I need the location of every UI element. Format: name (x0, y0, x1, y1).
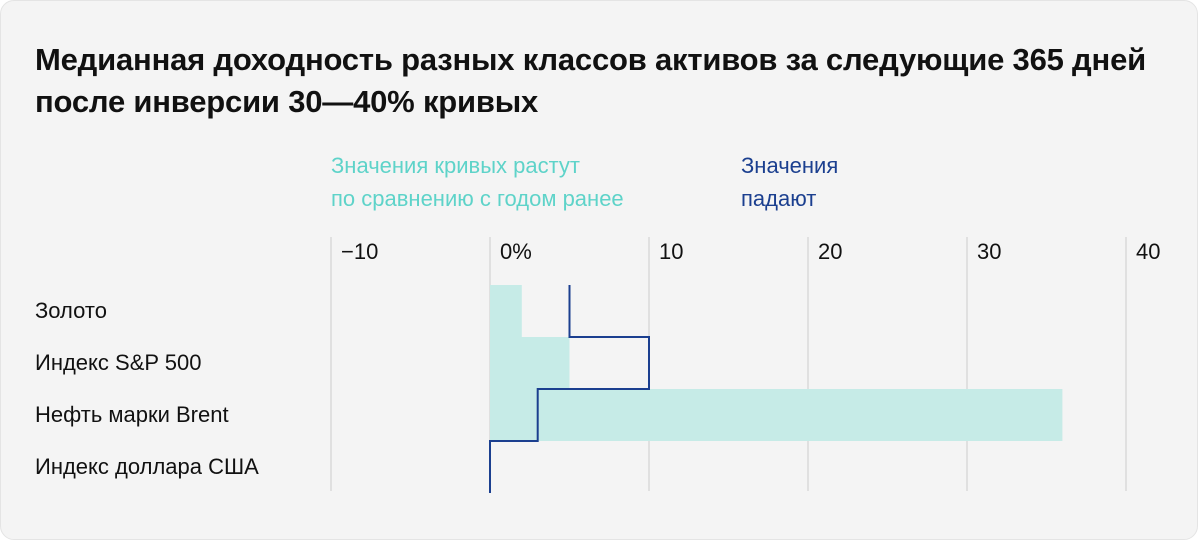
legend-rising-line1: Значения кривых растут (331, 153, 580, 178)
x-tick-label: 20 (818, 239, 842, 264)
category-label: Нефть марки Brent (35, 402, 229, 427)
chart-title: Медианная доходность разных классов акти… (35, 42, 1146, 119)
bar-rising (490, 337, 570, 389)
legend-rising-line2: по сравнению с годом ранее (331, 186, 624, 211)
x-tick-label: 0% (500, 239, 532, 264)
category-label: Золото (35, 298, 107, 323)
legend-falling-line2: падают (741, 186, 817, 211)
legend-rising: Значения кривых растут по сравнению с го… (331, 149, 711, 215)
x-tick-label: 10 (659, 239, 683, 264)
bar-rising (490, 285, 522, 337)
bar-rising (490, 389, 1063, 441)
legend-falling-line1: Значения (741, 153, 839, 178)
legend-falling: Значения падают (741, 149, 901, 215)
x-tick-label: 30 (977, 239, 1001, 264)
x-tick-label: −10 (341, 239, 378, 264)
category-label: Индекс доллара США (35, 454, 259, 479)
x-tick-label: 40 (1136, 239, 1160, 264)
line-falling (489, 285, 650, 493)
category-label: Индекс S&P 500 (35, 350, 201, 375)
